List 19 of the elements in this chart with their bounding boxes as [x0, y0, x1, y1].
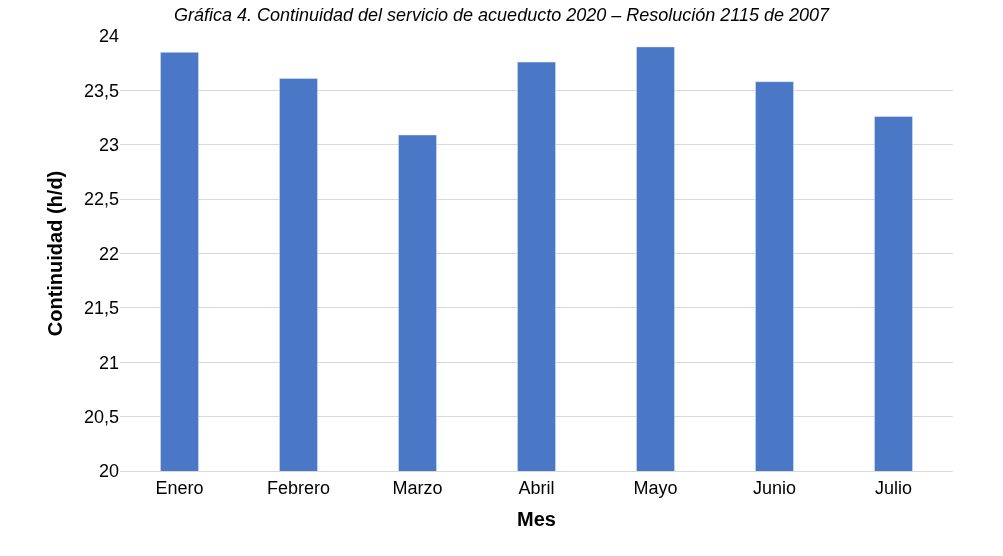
x-tick-label: Abril: [518, 477, 555, 498]
y-tick-label: 22,5: [83, 189, 119, 210]
x-tick-label: Enero: [155, 477, 204, 498]
y-tick-label: 20: [98, 461, 119, 482]
x-tick-label: Mayo: [633, 477, 678, 498]
y-tick-label: 23: [98, 135, 119, 156]
y-tick-label: 23,5: [83, 80, 119, 101]
y-tick-label: 20,5: [83, 406, 119, 427]
y-tick-label: 24: [98, 26, 119, 47]
x-tick-label: Febrero: [266, 477, 331, 498]
x-tick-label: Marzo: [392, 477, 443, 498]
y-tick-label: 22: [98, 243, 119, 264]
x-axis-title: Mes: [517, 508, 556, 531]
x-tick-label: Junio: [752, 477, 797, 498]
chart-title: Gráfica 4. Continuidad del servicio de acueducto 2020 – Resolución 2115 de 2007: [173, 4, 831, 25]
y-axis-title: Continuidad (h/d): [44, 170, 67, 337]
x-tick-label: Julio: [874, 477, 913, 498]
y-tick-label: 21,5: [83, 298, 119, 319]
y-tick-label: 21: [98, 352, 119, 373]
